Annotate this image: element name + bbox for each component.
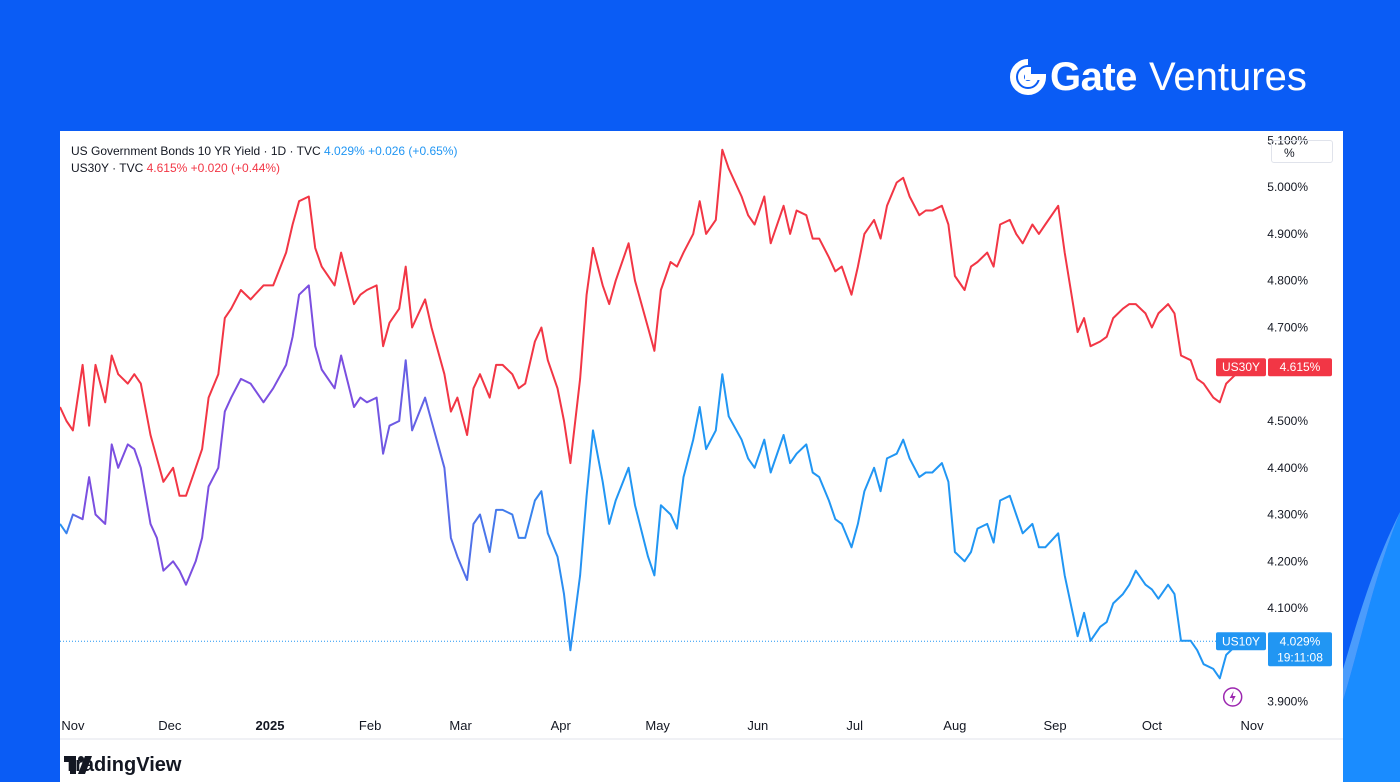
x-tick-label: Jul (846, 718, 863, 733)
us10y-value-tag (1268, 632, 1332, 667)
legend-us30y-label: US30Y · TVC (71, 161, 144, 175)
x-tick-label: Nov (1241, 718, 1265, 733)
corner-decoration (1300, 512, 1400, 782)
y-tick-label: 4.300% (1267, 508, 1308, 522)
x-tick-label: Oct (1142, 718, 1163, 733)
x-tick-label: Sep (1043, 718, 1066, 733)
x-tick-label: Jun (747, 718, 768, 733)
brand-name-light: Ventures (1148, 54, 1307, 99)
us30y-line (60, 148, 1244, 497)
x-tick-label: Mar (449, 718, 472, 733)
percent-scale-button[interactable]: % (1271, 140, 1333, 163)
x-tick-label: Dec (158, 718, 182, 733)
y-tick-label: 4.900% (1267, 227, 1308, 241)
legend-us10y-value: 4.029% (324, 144, 365, 158)
x-tick-label: Nov (61, 718, 85, 733)
us30y-value-tag (1268, 358, 1332, 377)
tradingview-label: TradingView (64, 754, 182, 776)
y-tick-label: 4.700% (1267, 320, 1308, 334)
yield-chart: 5.100%5.000%4.900%4.800%4.700%4.500%4.40… (60, 133, 1343, 740)
legend-us30y-value: 4.615% (146, 161, 188, 175)
us10y-countdown-label: 19:11:08 (1277, 650, 1323, 664)
y-tick-label: 5.000% (1267, 180, 1308, 194)
legend-us30y-change: +0.020 (+0.44%) (190, 161, 281, 175)
x-tick-label: Feb (359, 718, 381, 733)
event-flash-bolt (1229, 691, 1236, 703)
x-tick-label: 2025 (256, 718, 285, 733)
us10y-line (60, 284, 1243, 680)
y-tick-label: 4.100% (1267, 601, 1308, 615)
y-tick-label: 4.400% (1267, 461, 1308, 475)
gate-ventures-logo: Gate Ventures (1010, 52, 1307, 102)
x-tick-label: Apr (551, 718, 572, 733)
gate-logo-icon (1010, 59, 1046, 95)
tradingview-brand: TradingView (64, 754, 181, 777)
y-tick-label: 4.800% (1267, 274, 1308, 288)
legend-us10y-label: US Government Bonds 10 YR Yield · 1D · T… (71, 144, 321, 158)
legend-row-us10y[interactable]: US Government Bonds 10 YR Yield · 1D · T… (71, 143, 457, 160)
us10y-name-tag (1216, 632, 1266, 651)
y-tick-label: 3.900% (1267, 695, 1308, 709)
legend-row-us30y[interactable]: US30Y · TVC 4.615% +0.020 (+0.44%) (71, 160, 457, 177)
x-tick-label: May (645, 718, 670, 733)
chart-legend: US Government Bonds 10 YR Yield · 1D · T… (71, 143, 457, 177)
y-tick-label: 4.500% (1267, 414, 1308, 428)
chart-panel: 5.100% 5.000% 4.900% 4.800% 4.700% 4.500% 4.40… (60, 131, 1343, 782)
us30y-value-label: 4.615% (1280, 360, 1321, 374)
us10y-value-label: 4.029% (1280, 634, 1321, 648)
tradingview-logo-icon (64, 756, 92, 774)
x-tick-label: Aug (943, 718, 966, 733)
us30y-name-label: US30Y (1222, 360, 1260, 374)
legend-us10y-change: +0.026 (+0.65%) (368, 144, 458, 158)
y-tick-label: 4.200% (1267, 554, 1308, 568)
us30y-name-tag (1216, 358, 1266, 377)
us10y-name-label: US10Y (1222, 634, 1260, 648)
brand-name-bold: Gate (1050, 54, 1137, 99)
